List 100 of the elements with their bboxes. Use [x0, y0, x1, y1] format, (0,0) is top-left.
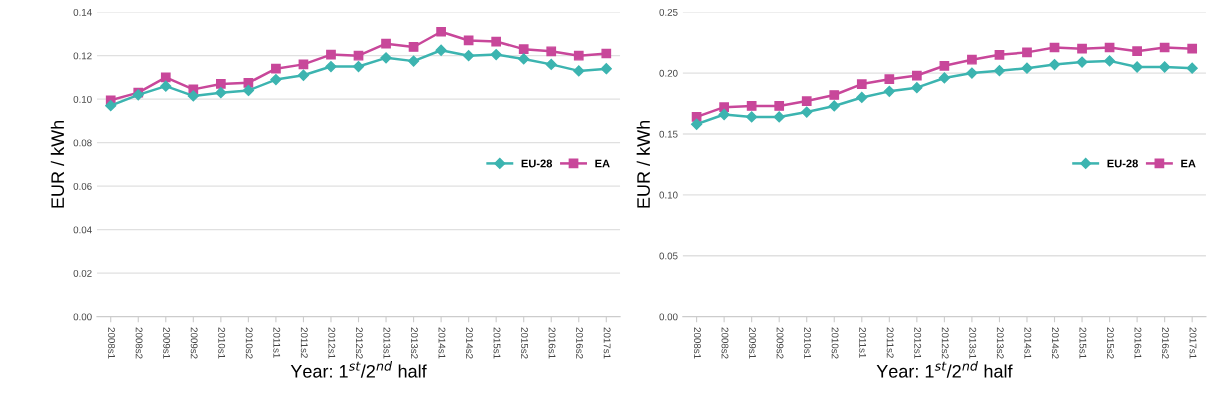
point [463, 50, 475, 62]
x-tick-label: 2013s2 [410, 327, 418, 359]
point [1021, 62, 1033, 74]
point [463, 35, 474, 46]
point [105, 100, 117, 112]
point [718, 108, 730, 121]
x-tick-label: 2008s2 [721, 327, 729, 359]
x-tick-label: 2008s1 [108, 327, 115, 359]
y-tick-label: 0.08 [73, 139, 92, 147]
point [1132, 46, 1142, 57]
x-tick-label: 2014s1 [438, 327, 446, 359]
point [187, 90, 199, 102]
point [829, 90, 840, 100]
point [801, 96, 812, 106]
x-tick-label: 2010s2 [245, 327, 253, 359]
y-tick-label: 0.00 [659, 313, 678, 321]
y-tick-label: 0.14 [73, 8, 92, 16]
x-tick-label: 2011s2 [300, 327, 308, 358]
point [856, 91, 868, 104]
point [380, 52, 392, 64]
point [1186, 62, 1198, 74]
x-tick-label: 2012s2 [355, 327, 363, 359]
point [966, 67, 978, 79]
point [270, 73, 282, 86]
point [518, 44, 529, 55]
x-axis-title: Year: 1$^{st}$/2$^{nd}$ half [876, 361, 1013, 378]
y-tick-label: 0.25 [659, 8, 678, 16]
x-tick-label: 2015s1 [493, 327, 501, 359]
point [1159, 42, 1170, 53]
x-tick-label: 2015s2 [1106, 327, 1114, 359]
point [746, 111, 758, 123]
x-tick-label: 2011s1 [273, 327, 281, 358]
point [435, 44, 447, 56]
y-tick-label: 0.10 [73, 95, 92, 103]
y-tick-label: 0.02 [73, 269, 92, 277]
y-axis-title: EUR / kWh [636, 120, 650, 208]
x-tick-label: 2016s2 [1162, 327, 1169, 359]
point [1159, 61, 1171, 73]
point [1103, 55, 1116, 67]
point [353, 50, 364, 61]
y-tick-label: 0.10 [659, 191, 678, 199]
point [573, 50, 584, 61]
point [911, 70, 922, 81]
point [408, 42, 419, 52]
point [352, 60, 365, 73]
x-tick-label: 2011s1 [859, 327, 867, 358]
point [297, 69, 310, 81]
point [828, 100, 840, 112]
legend-label: EU-28 [521, 159, 553, 168]
x-tick-label: 2016s1 [548, 327, 556, 359]
x-tick-label: 2009s2 [776, 327, 784, 359]
point [994, 49, 1005, 60]
point [774, 101, 785, 111]
x-tick-label: 2016s2 [576, 327, 584, 359]
point [436, 26, 446, 37]
x-tick-label: 2009s1 [163, 327, 171, 359]
point [326, 49, 336, 60]
point [601, 48, 612, 59]
point [967, 54, 977, 65]
point [518, 53, 530, 65]
x-tick-label: 2012s1 [914, 327, 922, 359]
x-tick-label: 2014s2 [466, 327, 473, 359]
x-tick-label: 2012s1 [328, 327, 336, 359]
point [1022, 47, 1032, 58]
x-tick-label: 2010s1 [218, 327, 226, 359]
point [160, 72, 171, 83]
x-tick-label: 2017s1 [603, 327, 611, 359]
legend-label: EA [595, 159, 610, 168]
point [801, 106, 813, 118]
x-tick-label: 2017s1 [1189, 327, 1197, 359]
y-tick-label: 0.15 [659, 130, 678, 138]
y-tick-label: 0.06 [73, 182, 92, 190]
point [773, 111, 785, 123]
x-tick-label: 2013s1 [383, 327, 391, 359]
x-tick-label: 2015s2 [521, 327, 528, 359]
point [746, 101, 757, 111]
legend-label: EU-28 [1107, 159, 1138, 168]
point [490, 48, 502, 61]
point [993, 65, 1006, 77]
point [215, 79, 226, 89]
point [938, 72, 950, 84]
point [215, 87, 227, 99]
y-tick-label: 0.05 [659, 252, 678, 260]
point [491, 36, 502, 47]
point [883, 85, 895, 97]
point [1187, 43, 1198, 54]
point [407, 55, 420, 67]
point [381, 38, 391, 49]
x-tick-label: 2010s2 [831, 327, 839, 359]
y-tick-label: 0.00 [73, 313, 92, 321]
x-tick-label: 2010s1 [804, 327, 811, 359]
x-tick-label: 2015s1 [1079, 327, 1087, 359]
point [271, 63, 281, 74]
y-tick-label: 0.20 [659, 69, 678, 77]
x-tick-label: 2008s2 [135, 327, 143, 359]
x-tick-label: 2013s1 [969, 327, 977, 359]
point [545, 58, 557, 70]
y-tick-label: 0.04 [73, 226, 92, 234]
point [690, 118, 703, 130]
point [573, 65, 585, 77]
